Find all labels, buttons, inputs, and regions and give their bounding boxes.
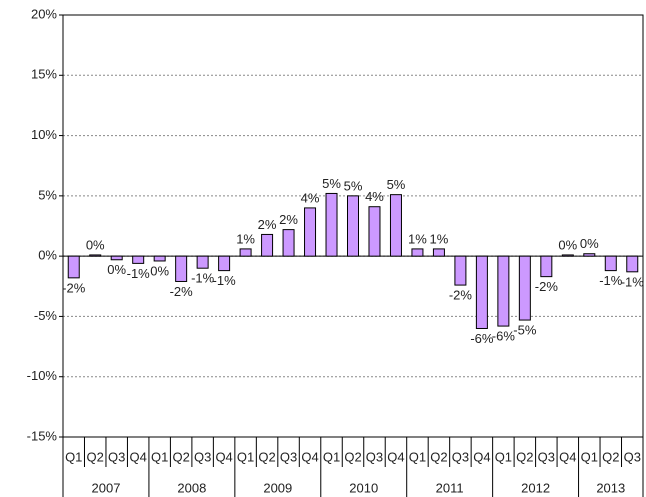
bar (153, 255, 166, 262)
bar (411, 248, 424, 257)
bar (540, 255, 553, 278)
data-label: -6% (492, 329, 516, 344)
bar (583, 253, 596, 257)
x-tick-label: Q1 (323, 449, 340, 464)
y-tick-label: 10% (31, 127, 57, 142)
bar (497, 255, 510, 327)
x-tick-label: Q2 (87, 449, 104, 464)
x-tick-label: Q1 (581, 449, 598, 464)
data-label: -1% (191, 271, 215, 286)
x-tick-label: Q2 (344, 449, 361, 464)
bar (475, 255, 488, 329)
x-group-label: 2010 (349, 480, 378, 495)
x-tick-label: Q4 (301, 449, 318, 464)
x-group-label: 2013 (596, 480, 625, 495)
data-label: -2% (449, 288, 473, 303)
y-tick-label: 15% (31, 67, 57, 82)
x-tick-label: Q4 (473, 449, 490, 464)
x-group-label: 2008 (177, 480, 206, 495)
x-tick-label: Q3 (624, 449, 641, 464)
data-label: 0% (107, 262, 126, 277)
x-group-label: 2011 (436, 480, 464, 495)
data-label: 1% (236, 231, 255, 246)
data-label: 0% (558, 237, 577, 252)
x-tick-label: Q4 (387, 449, 404, 464)
y-tick-label: 20% (31, 6, 57, 21)
bar (239, 248, 252, 257)
bar (132, 255, 145, 264)
data-label: 4% (365, 189, 384, 204)
x-tick-label: Q3 (194, 449, 211, 464)
x-group-label: 2009 (263, 480, 292, 495)
bar (368, 206, 381, 257)
x-tick-label: Q2 (430, 449, 447, 464)
data-label: 5% (344, 178, 363, 193)
data-label: -1% (127, 266, 151, 281)
bar (110, 255, 123, 261)
x-tick-label: Q4 (130, 449, 147, 464)
bar (218, 255, 231, 272)
x-tick-label: Q2 (602, 449, 619, 464)
y-tick-label: -5% (34, 308, 58, 323)
x-tick-label: Q3 (280, 449, 297, 464)
bar (261, 233, 274, 257)
x-tick-label: Q4 (215, 449, 232, 464)
x-tick-label: Q2 (172, 449, 189, 464)
x-tick-label: Q3 (452, 449, 469, 464)
bar (518, 255, 531, 321)
bar (89, 254, 102, 257)
data-label: 1% (430, 231, 449, 246)
data-label: 5% (387, 177, 406, 192)
y-tick-label: 5% (38, 187, 57, 202)
data-label: 0% (580, 236, 599, 251)
x-tick-label: Q1 (151, 449, 168, 464)
bar (175, 255, 188, 282)
data-label: -2% (535, 279, 559, 294)
y-tick-label: 0% (38, 248, 57, 263)
x-group-label: 2012 (521, 480, 550, 495)
data-label: 4% (301, 190, 320, 205)
data-label: -2% (62, 280, 86, 295)
x-tick-label: Q2 (258, 449, 275, 464)
x-tick-label: Q2 (516, 449, 533, 464)
bar (604, 255, 617, 272)
bar (347, 195, 359, 257)
data-label: -6% (470, 331, 494, 346)
bar (626, 255, 639, 273)
data-label: 2% (258, 217, 277, 232)
x-tick-label: Q3 (538, 449, 555, 464)
x-group-label: 2007 (92, 480, 121, 495)
data-label: -5% (513, 322, 537, 337)
bar (67, 255, 80, 279)
bar (454, 255, 467, 286)
bar (196, 255, 209, 269)
data-label: -1% (213, 273, 237, 288)
x-tick-label: Q1 (237, 449, 254, 464)
bar (282, 229, 295, 257)
y-tick-label: -15% (27, 428, 58, 443)
data-label: -1% (599, 273, 623, 288)
data-label: 0% (86, 237, 105, 252)
x-tick-label: Q4 (559, 449, 576, 464)
data-label: 0% (150, 263, 169, 278)
bar (561, 254, 574, 257)
bar (304, 207, 317, 257)
x-tick-label: Q3 (366, 449, 383, 464)
data-label: 2% (279, 212, 298, 227)
bar (432, 248, 445, 257)
x-tick-label: Q1 (409, 449, 426, 464)
y-tick-label: -10% (27, 368, 58, 383)
x-tick-label: Q3 (108, 449, 125, 464)
data-label: 5% (322, 176, 341, 191)
data-label: -2% (170, 284, 194, 299)
bar (389, 194, 402, 257)
x-tick-label: Q1 (495, 449, 512, 464)
plot-area (62, 14, 644, 438)
data-label: -1% (621, 274, 645, 289)
bar (325, 192, 338, 257)
x-tick-label: Q1 (65, 449, 82, 464)
data-label: 1% (408, 231, 427, 246)
